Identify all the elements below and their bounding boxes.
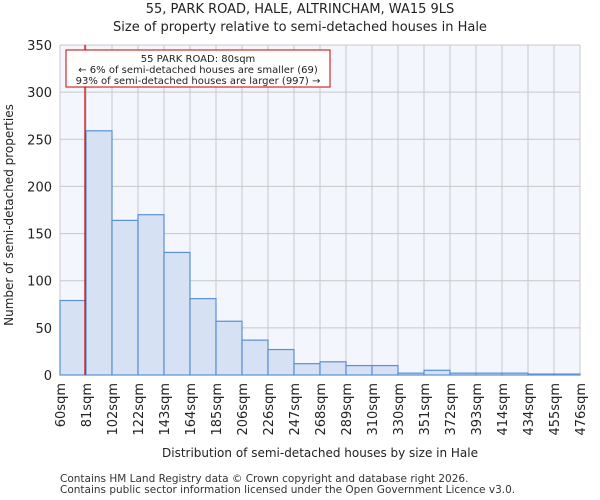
x-tick-label: 226sqm [262,383,277,436]
histogram-bar [241,339,269,376]
x-tick-label: 434sqm [522,383,537,436]
footer-line2: Contains public sector information licen… [60,484,516,496]
y-tick-label: 100 [27,275,52,290]
y-tick-label: 250 [27,133,52,148]
annotation-line2: ← 6% of semi-detached houses are smaller… [78,65,318,76]
histogram-bar [85,130,113,376]
x-tick-label: 60sqm [54,383,69,427]
x-tick-label: 476sqm [574,383,589,436]
histogram-bar [345,364,373,376]
histogram-bar [163,251,191,376]
histogram-bar [449,372,477,376]
x-tick-label: 289sqm [340,383,355,436]
x-axis-label: Distribution of semi-detached houses by … [162,446,478,460]
y-tick-label: 0 [44,369,52,384]
histogram-bar [423,369,451,376]
histogram-bar [475,372,503,376]
histogram-bar [189,298,217,376]
histogram-bar [59,299,87,376]
y-tick-label: 300 [27,86,52,101]
chart-subtitle: Size of property relative to semi-detach… [113,20,487,35]
chart-title: 55, PARK ROAD, HALE, ALTRINCHAM, WA15 9L… [145,2,455,17]
histogram-bar [397,372,425,376]
x-tick-label: 393sqm [470,383,485,436]
histogram-bar [501,372,529,376]
y-tick-label: 50 [35,322,52,337]
x-tick-label: 247sqm [288,383,303,436]
annotation-line1: 55 PARK ROAD: 80sqm [141,54,256,65]
x-tick-label: 351sqm [418,383,433,436]
x-tick-label: 310sqm [366,383,381,436]
histogram-bar [553,373,581,376]
x-tick-label: 206sqm [236,383,251,436]
histogram-bar [267,348,295,376]
histogram-bar [111,219,139,376]
annotation-line3: 93% of semi-detached houses are larger (… [76,76,321,87]
histogram-bar [215,320,243,376]
annotation-box [65,49,331,88]
x-tick-label: 268sqm [314,383,329,436]
x-tick-label: 143sqm [158,383,173,436]
histogram-bar [137,214,165,376]
x-tick-label: 372sqm [444,383,459,436]
y-tick-label: 200 [27,180,52,195]
y-axis-label: Number of semi-detached properties [2,104,16,326]
x-tick-label: 81sqm [80,383,95,427]
x-tick-label: 185sqm [210,383,225,436]
y-tick-label: 350 [27,39,52,54]
footer-line1: Contains HM Land Registry data © Crown c… [60,473,469,485]
x-tick-label: 102sqm [106,383,121,436]
histogram-bar [371,364,399,376]
x-tick-label: 455sqm [548,383,563,436]
histogram-bar [319,361,347,376]
x-tick-label: 164sqm [184,383,199,436]
x-tick-label: 330sqm [392,383,407,436]
x-tick-label: 122sqm [132,383,147,436]
histogram: 0 50 100 150 200 250 300 350 60sqm 81sqm 102sqm 12… [2,39,589,460]
y-tick-label: 150 [27,228,52,243]
histogram-bar [527,373,555,376]
histogram-bar [293,363,321,376]
x-tick-label: 414sqm [496,383,511,436]
